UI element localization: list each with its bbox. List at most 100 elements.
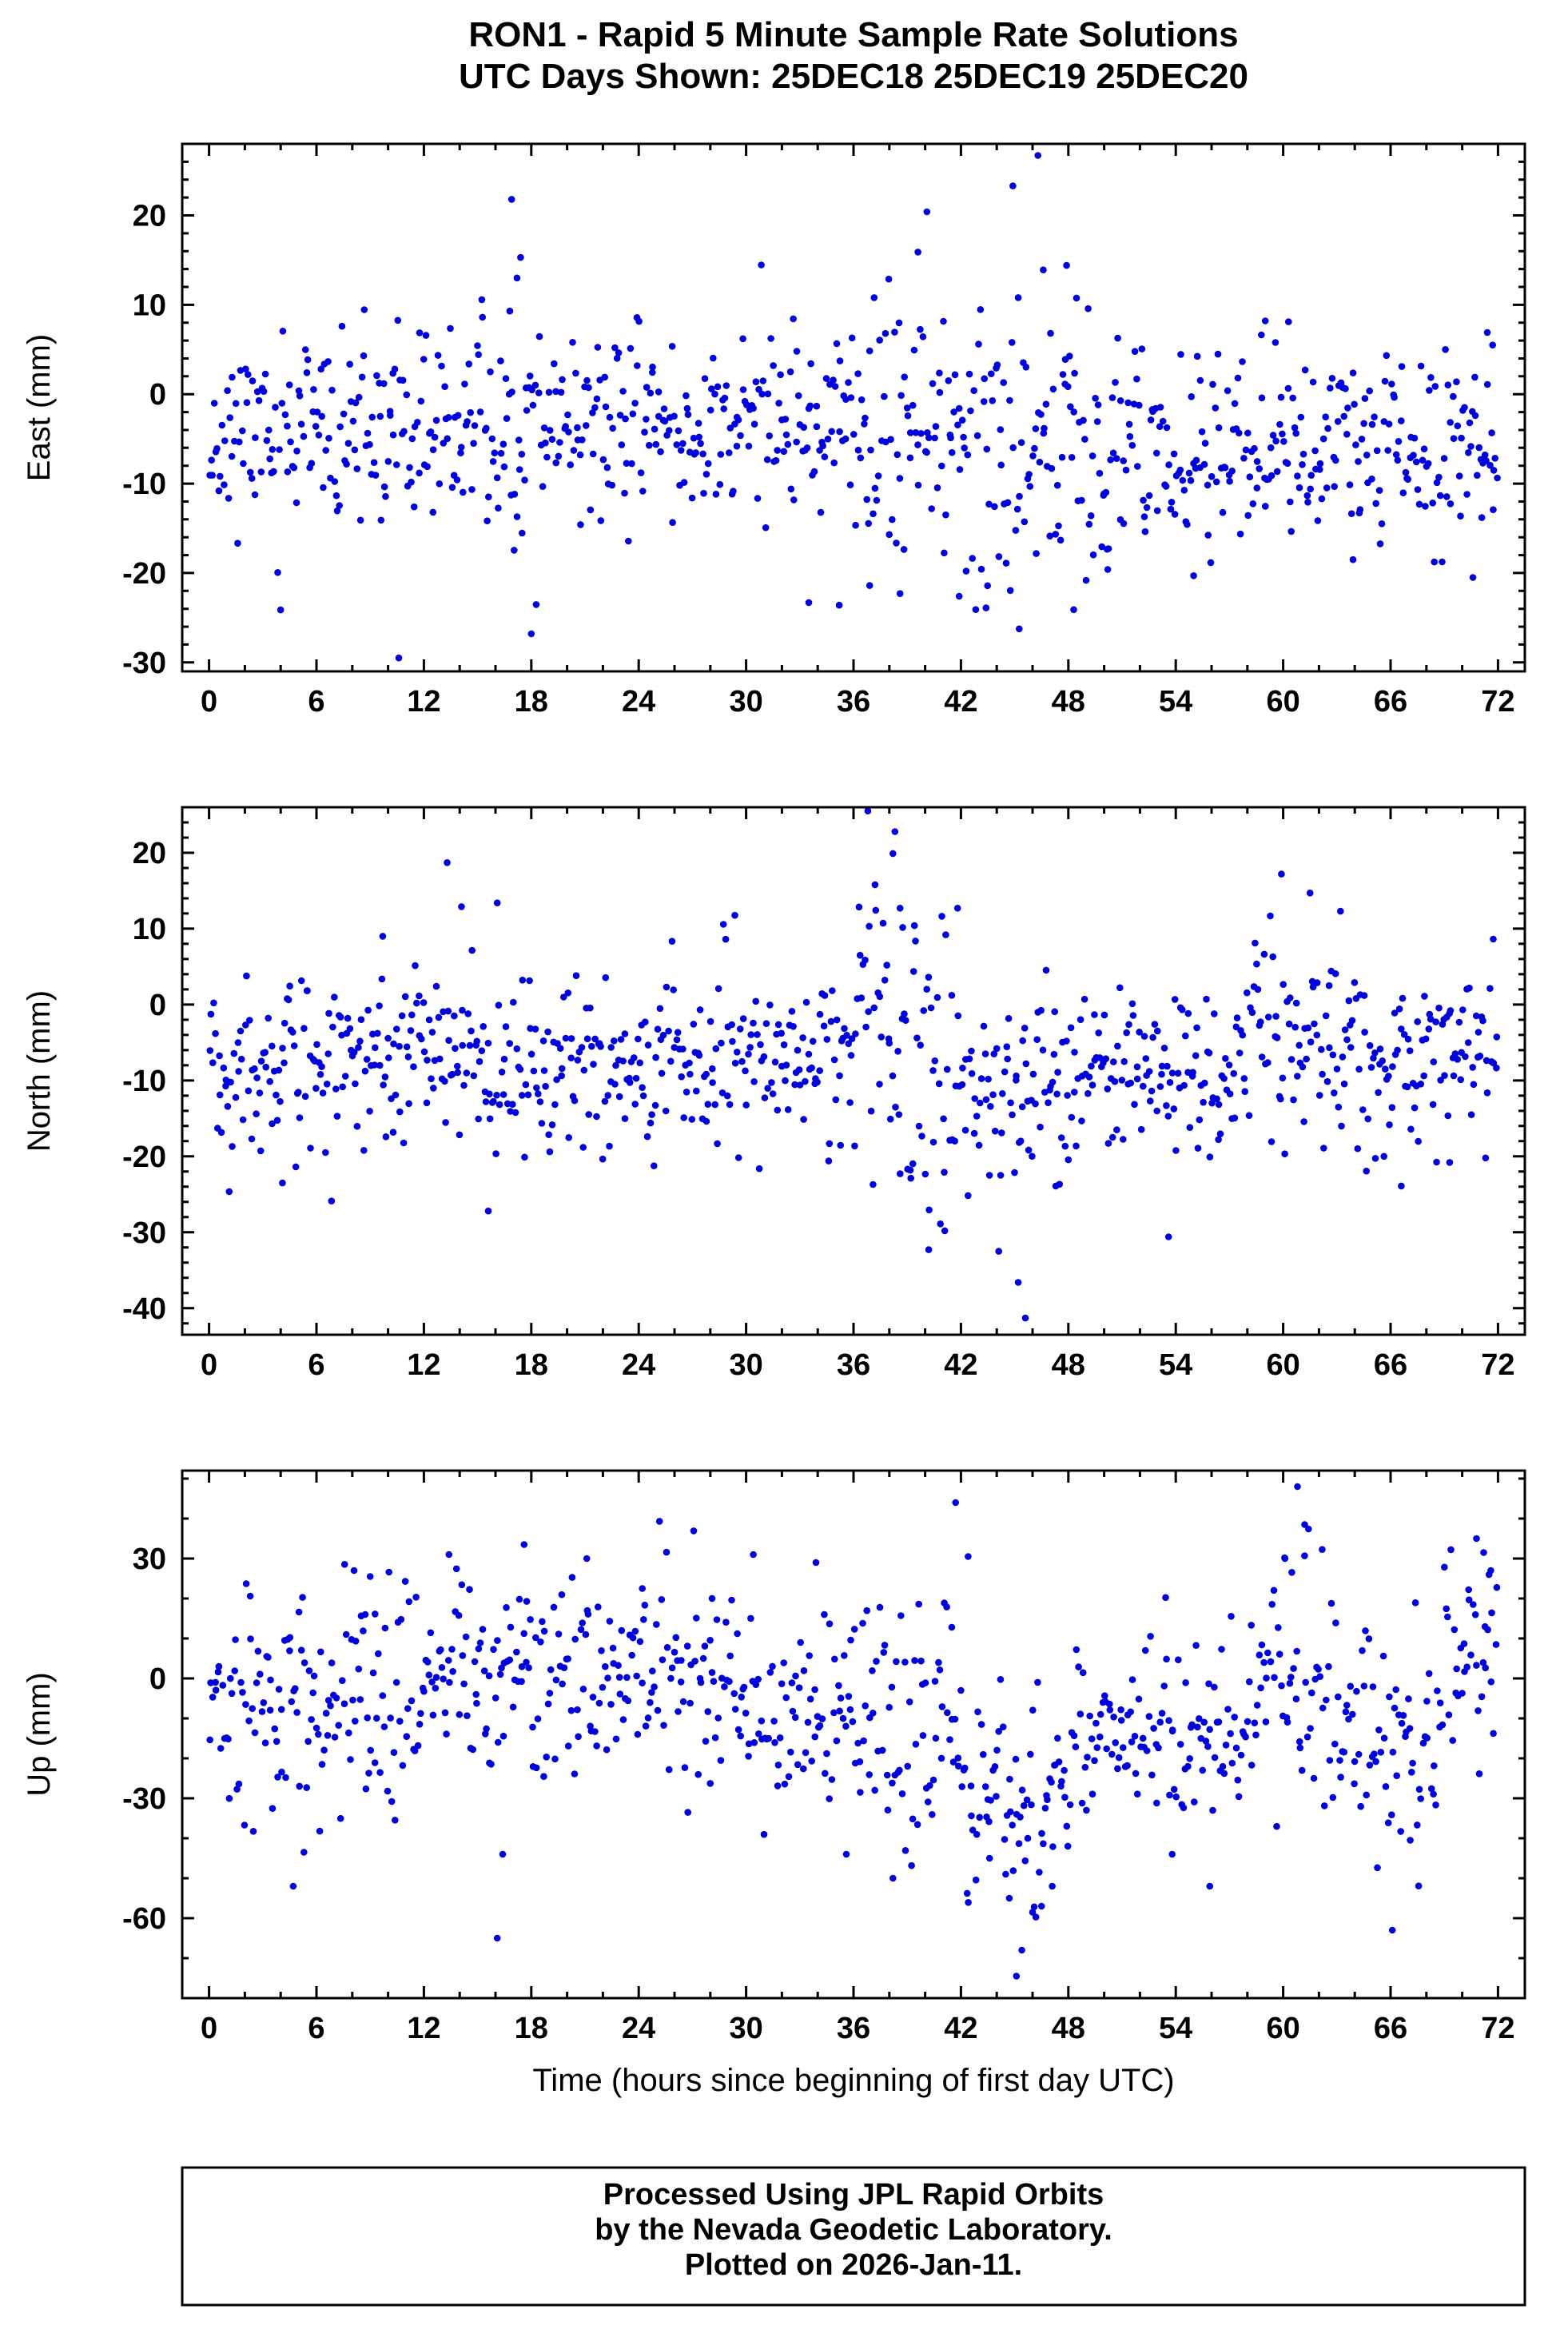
subplot-north: 0 6 12 18 24 30 36 42 48 54 60 66 72-40-30-20-100102… xyxy=(22,806,1526,1382)
data-point xyxy=(693,1087,700,1095)
data-point xyxy=(982,604,990,611)
data-point xyxy=(436,1055,444,1063)
data-point xyxy=(1037,1123,1044,1131)
data-point xyxy=(1471,1610,1479,1618)
y-tick-label: -20 xyxy=(122,1141,166,1174)
data-point xyxy=(848,334,856,342)
data-point xyxy=(1285,318,1292,325)
data-point xyxy=(1303,1733,1311,1741)
data-point xyxy=(1166,1791,1173,1799)
data-point xyxy=(208,456,216,464)
data-point xyxy=(684,411,692,418)
data-point xyxy=(626,1079,634,1086)
data-point xyxy=(1313,979,1321,986)
data-point xyxy=(276,446,283,453)
data-point xyxy=(215,487,223,495)
data-point xyxy=(1014,294,1022,301)
data-point xyxy=(599,1155,607,1163)
data-point xyxy=(633,1672,640,1680)
data-point xyxy=(643,384,651,391)
data-point xyxy=(688,494,696,502)
data-point xyxy=(795,1066,803,1073)
data-point xyxy=(1263,1674,1270,1682)
data-point xyxy=(1083,1806,1090,1814)
data-point xyxy=(1388,1926,1396,1934)
y-tick-label: -60 xyxy=(122,1902,166,1936)
x-tick-label: 18 xyxy=(515,1348,548,1382)
data-point xyxy=(1369,1683,1377,1690)
data-point xyxy=(575,1733,582,1741)
data-point xyxy=(782,416,790,423)
data-point xyxy=(772,456,780,464)
data-point xyxy=(791,1081,798,1089)
data-point xyxy=(1232,1744,1240,1752)
data-point xyxy=(1182,1679,1189,1686)
data-point xyxy=(1409,1759,1416,1767)
data-point xyxy=(571,1635,579,1643)
data-point xyxy=(1264,1649,1272,1657)
data-point xyxy=(750,1019,757,1027)
data-point xyxy=(957,1686,965,1694)
data-point xyxy=(857,1789,864,1796)
data-point xyxy=(1252,939,1259,947)
data-point xyxy=(1458,434,1465,442)
y-tick-label: 0 xyxy=(149,1662,166,1696)
data-point xyxy=(1367,1064,1375,1071)
data-point xyxy=(856,951,864,959)
data-point xyxy=(1424,460,1432,468)
data-point xyxy=(1120,457,1127,464)
data-point xyxy=(1106,1700,1113,1708)
data-point xyxy=(483,1725,490,1733)
data-point xyxy=(667,1057,675,1065)
data-point xyxy=(498,1069,506,1076)
data-point xyxy=(1107,456,1114,464)
data-point xyxy=(1084,1754,1091,1761)
data-point xyxy=(1049,1882,1056,1890)
data-point xyxy=(1404,1035,1412,1043)
data-point xyxy=(962,567,970,575)
data-point xyxy=(790,1023,797,1030)
data-point xyxy=(555,1630,563,1638)
data-point xyxy=(1244,512,1252,520)
data-point xyxy=(1326,1757,1334,1764)
data-point xyxy=(1021,1314,1029,1322)
data-point xyxy=(583,1035,591,1042)
data-point xyxy=(574,1057,582,1064)
data-point xyxy=(1212,404,1220,412)
y-tick-label: 0 xyxy=(149,989,166,1022)
data-point xyxy=(445,1551,453,1559)
data-point xyxy=(942,511,949,519)
data-point xyxy=(1109,449,1117,457)
data-point xyxy=(1272,1013,1279,1020)
data-point xyxy=(730,1690,738,1698)
data-point xyxy=(262,1063,270,1071)
data-point xyxy=(963,1889,971,1897)
data-point xyxy=(854,1739,862,1747)
data-point xyxy=(543,453,551,461)
data-point xyxy=(1009,1111,1016,1119)
data-point xyxy=(602,403,610,411)
data-point xyxy=(1025,471,1033,478)
data-point xyxy=(1211,1010,1218,1017)
data-point xyxy=(720,405,727,412)
data-point xyxy=(316,1071,324,1078)
data-point xyxy=(484,1207,492,1215)
data-point xyxy=(1393,1772,1400,1779)
data-point xyxy=(237,367,245,374)
data-point xyxy=(932,1734,940,1742)
footer-box-frame xyxy=(181,2166,1526,2307)
data-point xyxy=(1187,476,1195,484)
data-point xyxy=(432,1684,440,1692)
data-point xyxy=(1073,294,1080,302)
data-point xyxy=(1252,1731,1260,1738)
data-point xyxy=(767,335,774,342)
data-point xyxy=(1253,484,1261,492)
data-point xyxy=(513,1045,521,1053)
data-point xyxy=(968,1812,975,1820)
data-point xyxy=(464,1010,472,1017)
data-point xyxy=(1444,1112,1452,1120)
data-point xyxy=(1158,1070,1165,1078)
data-point xyxy=(1432,1802,1439,1809)
data-point xyxy=(623,460,631,467)
x-tick-label: 12 xyxy=(407,2012,440,2045)
